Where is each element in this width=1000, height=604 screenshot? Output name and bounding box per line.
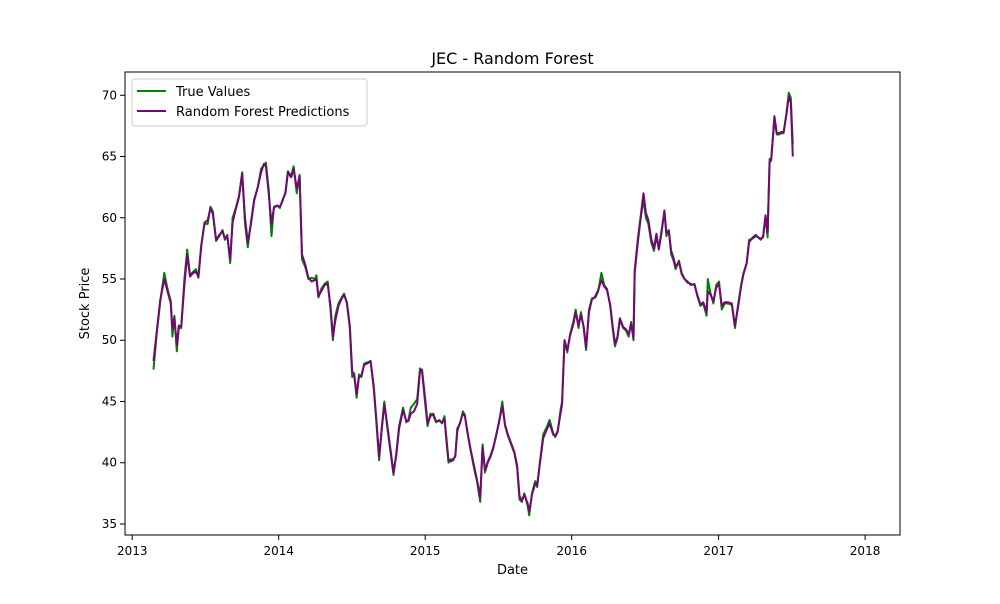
y-tick-label: 65: [102, 150, 117, 164]
y-tick-label: 70: [102, 88, 117, 102]
y-tick-label: 50: [102, 333, 117, 347]
x-tick-label: 2017: [703, 544, 734, 558]
legend-label-random-forest-predictions: Random Forest Predictions: [176, 105, 350, 120]
y-tick-label: 40: [102, 456, 117, 470]
x-tick-label: 2013: [117, 544, 148, 558]
chart-legend: True Values Random Forest Predictions: [131, 78, 368, 127]
legend-label-true-values: True Values: [175, 85, 250, 100]
x-tick-label: 2016: [556, 544, 587, 558]
series-line-random-forest-predictions: [152, 95, 794, 513]
x-tick-label: 2014: [263, 544, 294, 558]
y-tick-label: 35: [102, 517, 117, 531]
plot-series-group: [152, 91, 794, 517]
x-axis-label: Date: [497, 563, 528, 578]
series-line-true-values: [152, 91, 794, 517]
x-axis: 2013 2014 2015 2016 2017 2018: [117, 535, 880, 558]
legend-box: [131, 78, 368, 127]
chart-title: JEC - Random Forest: [430, 49, 593, 68]
y-axis-label: Stock Price: [78, 268, 93, 340]
x-tick-label: 2015: [410, 544, 441, 558]
plot-area-frame: [124, 71, 901, 536]
y-tick-label: 55: [102, 272, 117, 286]
y-tick-label: 45: [102, 394, 117, 408]
y-axis: 35 40 45 50 55 60 65 70: [102, 88, 125, 531]
y-tick-label: 60: [102, 211, 117, 225]
x-tick-label: 2018: [850, 544, 881, 558]
